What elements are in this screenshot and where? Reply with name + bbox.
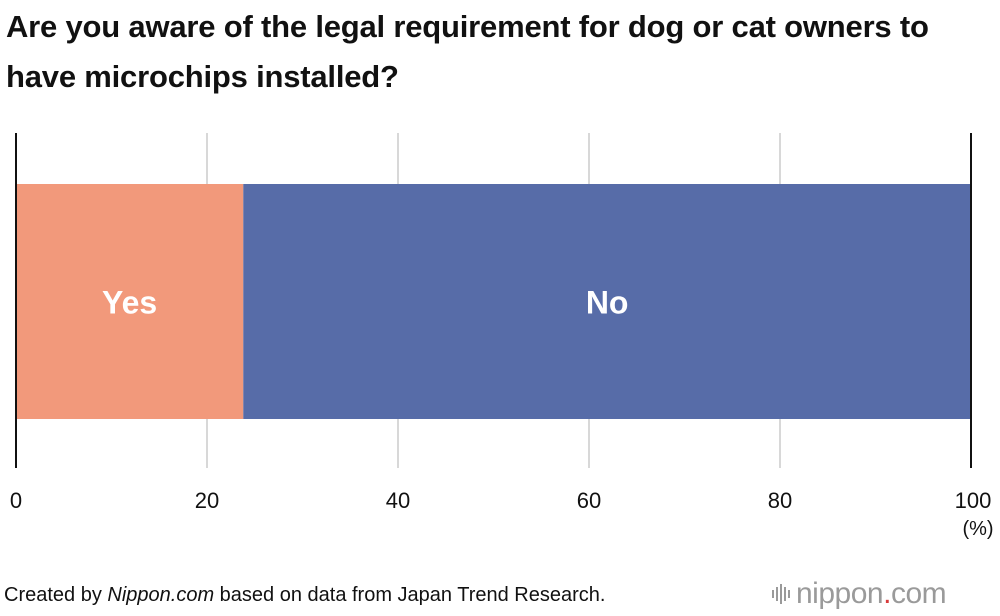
logo-name: nippon: [796, 577, 884, 610]
bar-no: [243, 184, 972, 419]
x-tick-label: 0: [10, 488, 22, 513]
bar-label-no: No: [586, 285, 629, 321]
x-unit-label: (%): [962, 518, 993, 540]
bar-label-yes: Yes: [102, 285, 157, 321]
logo-dot: .: [883, 577, 891, 610]
x-tick-label: 100: [955, 488, 992, 513]
chart-title: Are you aware of the legal requirement f…: [6, 9, 929, 94]
nippon-logo: nippon.com: [772, 577, 947, 610]
source-brand: Nippon.com: [107, 584, 215, 606]
x-tick-label: 60: [577, 488, 601, 513]
x-tick-label: 40: [386, 488, 410, 513]
x-tick-label: 20: [195, 488, 219, 513]
bar-yes: [16, 184, 244, 419]
source-prefix: Created by: [4, 584, 108, 606]
source-suffix: based on data from Japan Trend Research.: [214, 584, 606, 606]
x-tick-label: 80: [768, 488, 792, 513]
logo-text: nippon.com: [796, 577, 947, 610]
logo-tld: com: [890, 577, 947, 610]
logo-mark-icon: [772, 582, 790, 606]
source-note: Created by Nippon.com based on data from…: [4, 581, 605, 609]
